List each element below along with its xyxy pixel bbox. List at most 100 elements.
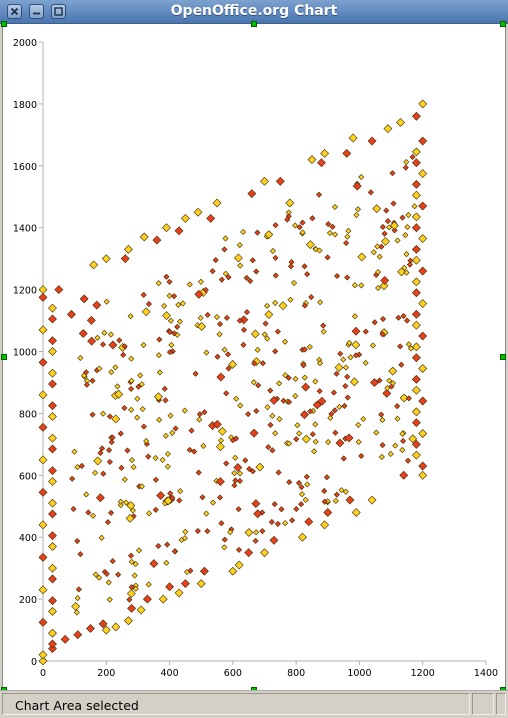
data-point (164, 541, 171, 548)
data-point (225, 351, 232, 358)
data-point (312, 421, 319, 428)
data-point (329, 223, 336, 230)
data-point (399, 430, 406, 437)
data-point (145, 453, 152, 460)
data-point (128, 355, 135, 362)
data-point (48, 444, 57, 454)
data-point (79, 294, 89, 304)
data-point (215, 477, 225, 487)
x-tick-label: 1000 (347, 668, 371, 679)
data-point (384, 218, 391, 225)
data-point (152, 476, 159, 483)
data-point (48, 628, 57, 638)
window-title: OpenOffice.org Chart (170, 3, 338, 19)
minimize-button[interactable] (29, 4, 44, 19)
data-point (344, 233, 351, 240)
data-point (48, 596, 57, 606)
data-point (155, 352, 162, 359)
data-point (344, 373, 351, 380)
data-point (358, 453, 365, 460)
data-point (236, 317, 243, 324)
data-point (351, 282, 358, 289)
data-point (171, 293, 178, 300)
data-point (344, 433, 354, 443)
data-point (292, 222, 299, 229)
data-point (276, 416, 283, 423)
data-point (196, 411, 203, 418)
data-point (38, 325, 48, 335)
data-point (299, 491, 306, 498)
data-point (161, 303, 168, 310)
data-point (222, 270, 229, 277)
x-tick-label: 200 (97, 668, 115, 679)
data-point (217, 494, 224, 501)
data-point (264, 335, 271, 342)
selection-handle-right[interactable] (500, 354, 506, 360)
data-point (255, 382, 262, 389)
maximize-button[interactable] (51, 4, 66, 19)
close-button[interactable] (7, 4, 22, 19)
data-point (400, 313, 407, 320)
data-point (308, 294, 315, 301)
selection-handle-top[interactable] (251, 21, 257, 27)
data-point (394, 237, 401, 244)
data-point (240, 228, 247, 235)
data-point (286, 398, 293, 406)
data-point (139, 406, 146, 413)
data-point (243, 309, 250, 316)
data-point (38, 617, 48, 627)
data-point (290, 279, 298, 286)
data-point (307, 408, 314, 415)
data-point (246, 465, 253, 473)
data-point (77, 551, 84, 558)
data-point (167, 412, 174, 419)
data-point (87, 336, 97, 346)
data-point (358, 282, 365, 289)
data-point (48, 509, 57, 519)
data-point (269, 535, 279, 545)
data-point (175, 301, 182, 308)
data-point (176, 497, 183, 504)
data-point (86, 316, 96, 325)
data-point (48, 531, 57, 541)
data-point (299, 229, 306, 236)
data-point (181, 407, 188, 414)
data-point (405, 211, 412, 218)
data-point (222, 235, 229, 242)
data-point (166, 349, 173, 356)
data-point (321, 487, 328, 494)
data-point (311, 448, 318, 455)
scatter-chart[interactable]: 0 200 400 600 800 1000 1200 1400 1600 1800 2000 0 20… (3, 24, 507, 690)
data-point (249, 428, 259, 438)
data-point (295, 479, 302, 486)
resize-grip[interactable] (496, 693, 506, 715)
data-point (223, 460, 230, 467)
data-point (92, 300, 102, 310)
data-point (418, 99, 428, 109)
data-point (411, 385, 421, 395)
data-point (418, 169, 428, 178)
chart-area[interactable]: 0 200 400 600 800 1000 1200 1400 1600 1800 2000 0 20… (2, 24, 506, 690)
data-point (231, 470, 238, 477)
data-point (162, 311, 171, 321)
data-point (206, 213, 216, 223)
data-point (89, 411, 96, 418)
selection-handle-top-right[interactable] (500, 21, 506, 27)
data-point (193, 207, 203, 217)
data-point (260, 548, 269, 558)
data-point (264, 404, 271, 411)
data-point (375, 268, 382, 275)
data-point (340, 455, 347, 462)
data-point (296, 224, 303, 231)
data-point (392, 442, 399, 449)
data-point (301, 374, 308, 381)
data-point (403, 251, 410, 258)
data-point (356, 351, 363, 358)
data-point (203, 510, 210, 517)
data-point (332, 497, 339, 504)
data-point (418, 299, 428, 308)
selection-handle-top-left[interactable] (1, 21, 7, 27)
selection-handle-left[interactable] (1, 354, 7, 360)
y-tick-label: 600 (19, 471, 37, 482)
data-point (48, 314, 57, 324)
